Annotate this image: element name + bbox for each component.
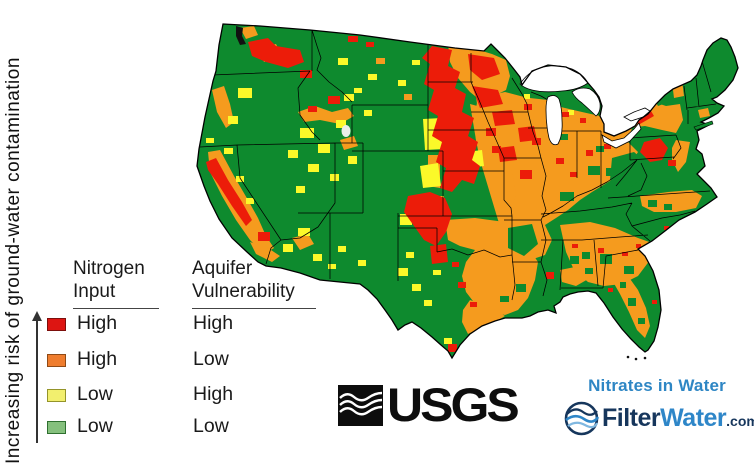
long-island bbox=[693, 120, 714, 131]
florida-keys bbox=[643, 356, 647, 360]
filterwater-logo: Filter Water .com bbox=[563, 400, 754, 437]
legend-vulnerability-value: Low bbox=[193, 415, 229, 437]
usgs-wordmark: USGS bbox=[387, 378, 520, 432]
legend-nitrogen-value: High bbox=[77, 348, 118, 370]
legend-swatch-orange bbox=[47, 354, 66, 367]
legend-row: Low Low bbox=[0, 415, 320, 437]
legend-col1-line1: Nitrogen bbox=[73, 258, 145, 279]
legend-swatch-red bbox=[47, 318, 66, 331]
usgs-logo: USGS bbox=[338, 378, 520, 432]
legend-vulnerability-value: Low bbox=[193, 348, 229, 370]
filterwater-name-com: .com bbox=[726, 413, 754, 429]
legend-col1-line2: Input bbox=[73, 281, 116, 302]
florida-keys bbox=[634, 357, 638, 361]
legend-swatch-green bbox=[47, 421, 66, 434]
filterwater-name-filter: Filter bbox=[602, 404, 661, 432]
legend-nitrogen-value: Low bbox=[77, 383, 113, 405]
lake-huron bbox=[571, 87, 601, 117]
legend-col2-line2: Vulnerability bbox=[192, 281, 295, 302]
filterwater-wave-icon bbox=[564, 401, 600, 436]
legend-col2-line1: Aquifer bbox=[192, 258, 253, 279]
legend-row: Low High bbox=[0, 383, 320, 405]
legend-vulnerability-value: High bbox=[193, 312, 234, 334]
lake-superior bbox=[519, 65, 589, 93]
lake-michigan bbox=[545, 95, 563, 146]
usgs-waves-icon bbox=[338, 384, 383, 426]
legend-column-nitrogen-input: Nitrogen Input bbox=[73, 257, 159, 309]
legend-swatch-yellow bbox=[47, 389, 66, 402]
legend-nitrogen-value: Low bbox=[77, 415, 113, 437]
filterwater-wordmark: Filter Water .com bbox=[602, 404, 754, 433]
great-lakes bbox=[519, 65, 651, 149]
risk-arrow bbox=[36, 320, 38, 443]
legend-vulnerability-value: High bbox=[193, 383, 234, 405]
filterwater-name-water: Water bbox=[660, 404, 727, 432]
legend-row: High Low bbox=[0, 348, 320, 370]
state-borders bbox=[199, 29, 717, 301]
map-red-regions bbox=[206, 36, 676, 352]
legend-column-aquifer-vulnerability: Aquifer Vulnerability bbox=[192, 257, 316, 309]
puget-sound bbox=[236, 26, 246, 45]
legend-nitrogen-value: High bbox=[77, 312, 118, 334]
nitrates-in-water-title: Nitrates in Water bbox=[588, 376, 726, 395]
legend-row: High High bbox=[0, 312, 320, 334]
lake-erie bbox=[601, 122, 642, 149]
risk-arrow-head-icon bbox=[32, 311, 42, 321]
great-salt-lake bbox=[341, 125, 351, 137]
florida-keys bbox=[626, 355, 630, 359]
